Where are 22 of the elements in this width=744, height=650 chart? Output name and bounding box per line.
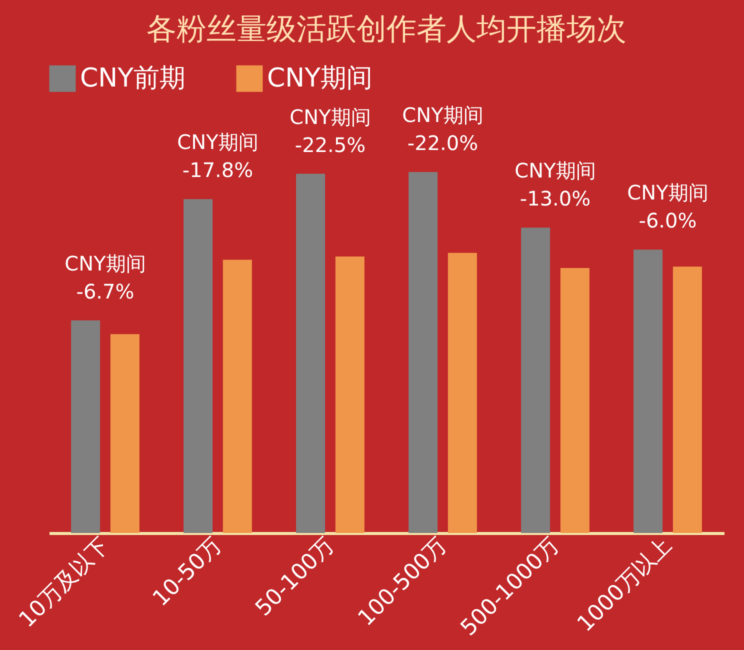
legend-label: CNY期间 — [267, 64, 372, 94]
bar — [335, 256, 364, 533]
bar — [71, 320, 100, 533]
bar — [408, 172, 438, 533]
legend-label: CNY前期 — [80, 64, 186, 94]
bar — [672, 266, 702, 533]
chart-title: 各粉丝量级活跃创作者人均开播场次 — [146, 12, 626, 47]
annotation: CNY期间 -6.7% — [64, 251, 146, 304]
bar — [110, 334, 140, 533]
x-tick-label: 10万及以下 — [14, 533, 114, 633]
annotation: CNY期间 -17.8% — [177, 130, 258, 182]
bar — [222, 260, 252, 533]
annotation: CNY期间 -6.0% — [627, 180, 708, 233]
bar — [296, 174, 326, 533]
bar — [521, 228, 550, 533]
bar — [634, 250, 663, 533]
bar — [560, 268, 590, 533]
text: CNY期间 -22.5% — [290, 104, 371, 157]
text: CNY期间 -22.0% — [402, 103, 484, 155]
bar — [184, 199, 213, 533]
bar — [448, 252, 477, 533]
annotation: CNY期间 -13.0% — [514, 158, 596, 211]
